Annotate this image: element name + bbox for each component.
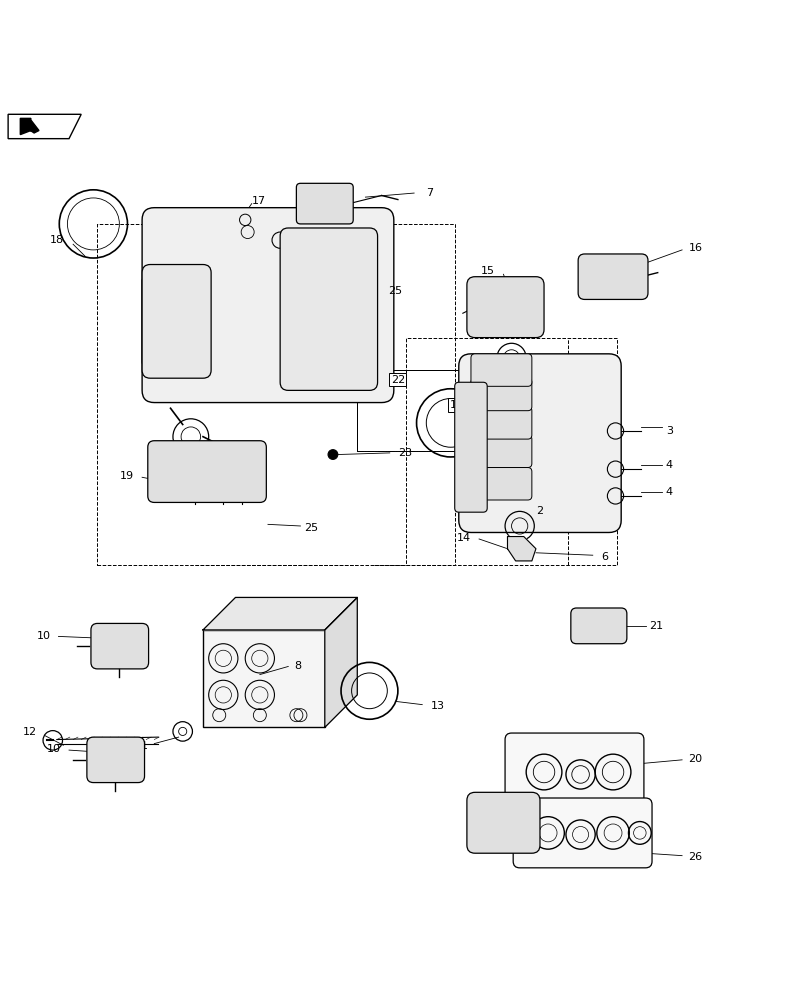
Circle shape	[328, 450, 337, 459]
FancyBboxPatch shape	[470, 354, 531, 386]
FancyBboxPatch shape	[454, 382, 487, 512]
Bar	[406, 338, 616, 565]
Polygon shape	[203, 597, 357, 630]
FancyBboxPatch shape	[470, 468, 531, 500]
Text: 8: 8	[294, 661, 301, 671]
FancyBboxPatch shape	[142, 265, 211, 378]
FancyBboxPatch shape	[570, 608, 626, 644]
Bar	[357, 370, 568, 451]
FancyBboxPatch shape	[296, 183, 353, 224]
Text: 22: 22	[390, 375, 405, 385]
Bar	[231, 220, 264, 240]
Text: 24: 24	[341, 250, 355, 260]
Polygon shape	[324, 597, 357, 727]
Bar	[182, 450, 203, 494]
Bar	[158, 450, 178, 494]
FancyBboxPatch shape	[466, 277, 543, 338]
FancyBboxPatch shape	[577, 254, 647, 299]
Text: 3: 3	[665, 426, 672, 436]
Text: 25: 25	[388, 286, 401, 296]
Text: 26: 26	[688, 852, 702, 862]
Text: 17: 17	[251, 196, 265, 206]
Text: 14: 14	[457, 533, 470, 543]
Text: 23: 23	[397, 448, 411, 458]
Text: 4: 4	[665, 487, 672, 497]
FancyBboxPatch shape	[470, 407, 531, 439]
FancyBboxPatch shape	[148, 441, 266, 502]
Bar	[235, 450, 255, 494]
Text: 10: 10	[47, 744, 61, 754]
Bar	[97, 224, 454, 565]
FancyBboxPatch shape	[470, 435, 531, 468]
Text: 25: 25	[304, 523, 318, 533]
Polygon shape	[20, 118, 39, 135]
Polygon shape	[8, 114, 81, 139]
FancyBboxPatch shape	[142, 208, 393, 403]
Text: 6: 6	[600, 552, 607, 562]
FancyBboxPatch shape	[466, 792, 539, 853]
Text: 5: 5	[161, 452, 169, 462]
Text: 11: 11	[135, 741, 148, 751]
Text: 20: 20	[688, 754, 702, 764]
Polygon shape	[507, 537, 535, 561]
Text: 15: 15	[481, 266, 495, 276]
FancyBboxPatch shape	[280, 228, 377, 390]
Text: 12: 12	[23, 727, 36, 737]
Text: 19: 19	[120, 471, 134, 481]
FancyBboxPatch shape	[504, 733, 643, 811]
Text: 21: 21	[649, 621, 663, 631]
Text: 9: 9	[535, 848, 543, 858]
Text: 18: 18	[49, 235, 64, 245]
Text: 13: 13	[430, 701, 444, 711]
Text: 7: 7	[426, 188, 433, 198]
Bar	[203, 630, 324, 727]
FancyBboxPatch shape	[458, 354, 620, 532]
Text: 2: 2	[535, 506, 543, 516]
Text: 1: 1	[449, 400, 456, 410]
Text: 4: 4	[665, 460, 672, 470]
Bar	[211, 450, 231, 494]
FancyBboxPatch shape	[513, 798, 651, 868]
FancyBboxPatch shape	[142, 277, 170, 366]
Text: 16: 16	[688, 243, 702, 253]
FancyBboxPatch shape	[470, 378, 531, 411]
FancyBboxPatch shape	[87, 737, 144, 783]
FancyBboxPatch shape	[91, 623, 148, 669]
Text: 10: 10	[36, 631, 50, 641]
